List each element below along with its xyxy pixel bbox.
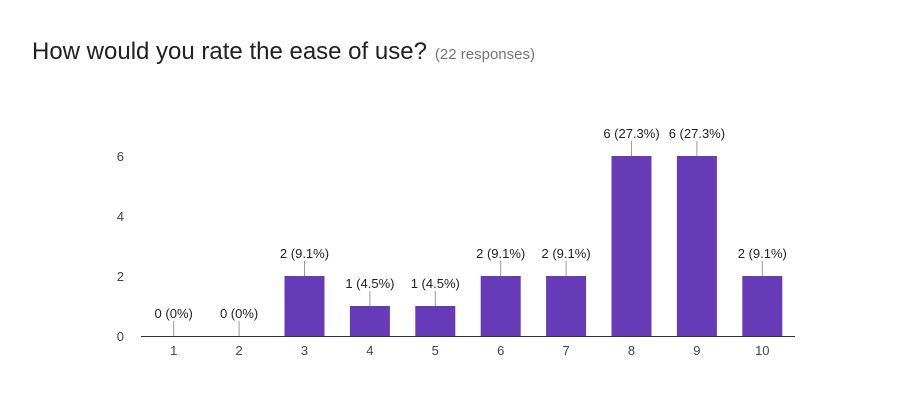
response-count: (22 responses) xyxy=(434,46,535,63)
question-header: How would you rate the ease of use? (22 r… xyxy=(32,38,535,66)
data-label: 1 (4.5%) xyxy=(411,276,460,291)
question-title: How would you rate the ease of use? xyxy=(32,38,427,65)
data-label: 0 (0%) xyxy=(155,306,193,321)
bar xyxy=(284,276,325,336)
x-tick-label: 5 xyxy=(432,343,439,358)
x-tick-label: 1 xyxy=(170,343,177,358)
bar xyxy=(349,306,390,336)
bar xyxy=(676,156,717,336)
data-label: 2 (9.1%) xyxy=(542,246,591,261)
bar xyxy=(546,276,587,336)
x-tick-label: 2 xyxy=(235,343,242,358)
x-tick-label: 10 xyxy=(755,343,769,358)
bar xyxy=(480,276,521,336)
y-tick-label: 2 xyxy=(117,269,124,284)
x-tick-label: 3 xyxy=(301,343,308,358)
bar xyxy=(611,156,652,336)
data-label: 2 (9.1%) xyxy=(738,246,787,261)
data-label: 1 (4.5%) xyxy=(345,276,394,291)
x-tick-label: 7 xyxy=(562,343,569,358)
x-tick-label: 4 xyxy=(366,343,373,358)
x-tick-label: 6 xyxy=(497,343,504,358)
data-label: 0 (0%) xyxy=(220,306,258,321)
x-tick-label: 9 xyxy=(693,343,700,358)
y-tick-label: 6 xyxy=(117,149,124,164)
data-label: 6 (27.3%) xyxy=(603,126,659,141)
y-tick-label: 0 xyxy=(117,329,124,344)
y-tick-label: 4 xyxy=(117,209,124,224)
data-label: 2 (9.1%) xyxy=(476,246,525,261)
data-label: 2 (9.1%) xyxy=(280,246,329,261)
bar xyxy=(415,306,456,336)
data-label: 6 (27.3%) xyxy=(669,126,725,141)
bar xyxy=(742,276,783,336)
x-tick-label: 8 xyxy=(628,343,635,358)
